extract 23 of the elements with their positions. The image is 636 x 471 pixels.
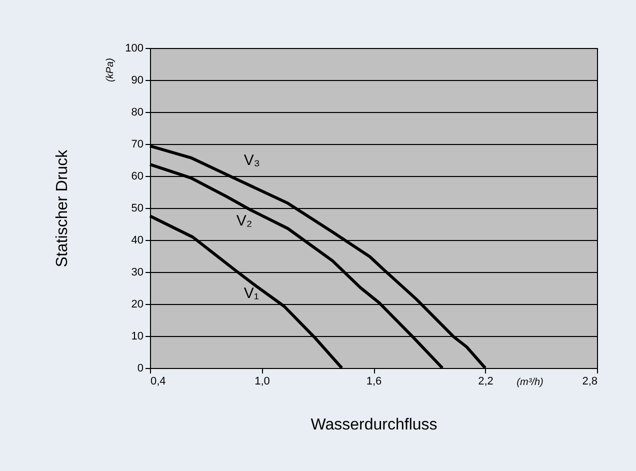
text: (m³/h) <box>516 377 544 388</box>
y-tick-label: 50 <box>131 202 144 214</box>
y-tick-label: 0 <box>137 362 144 374</box>
y-axis-title: Statischer Druck <box>54 148 72 268</box>
y-tick-label: 30 <box>131 266 144 278</box>
y-tick-label: 40 <box>131 234 144 246</box>
y-tick-label: 70 <box>131 138 144 150</box>
x-tick-label: 1,0 <box>254 376 270 388</box>
y-tick-label: 20 <box>131 298 144 310</box>
y-tick-label: 60 <box>131 170 144 182</box>
text: (kPa) <box>105 58 116 82</box>
series-label: V₁ <box>244 285 259 302</box>
x-tick-label: 2,8 <box>582 376 598 388</box>
y-tick-label: 80 <box>131 106 144 118</box>
x-axis-title: Wasserdurchfluss <box>310 416 438 434</box>
y-tick-label: 100 <box>125 42 144 54</box>
y-tick-label: 10 <box>131 330 144 342</box>
series-label: V₂ <box>236 212 252 230</box>
y-tick-label: 90 <box>131 74 144 86</box>
x-tick-label: 0,4 <box>150 376 166 388</box>
series-label: V₃ <box>244 152 260 169</box>
x-tick-label: 2,2 <box>478 376 494 388</box>
x-tick-label: 1,6 <box>366 376 382 388</box>
